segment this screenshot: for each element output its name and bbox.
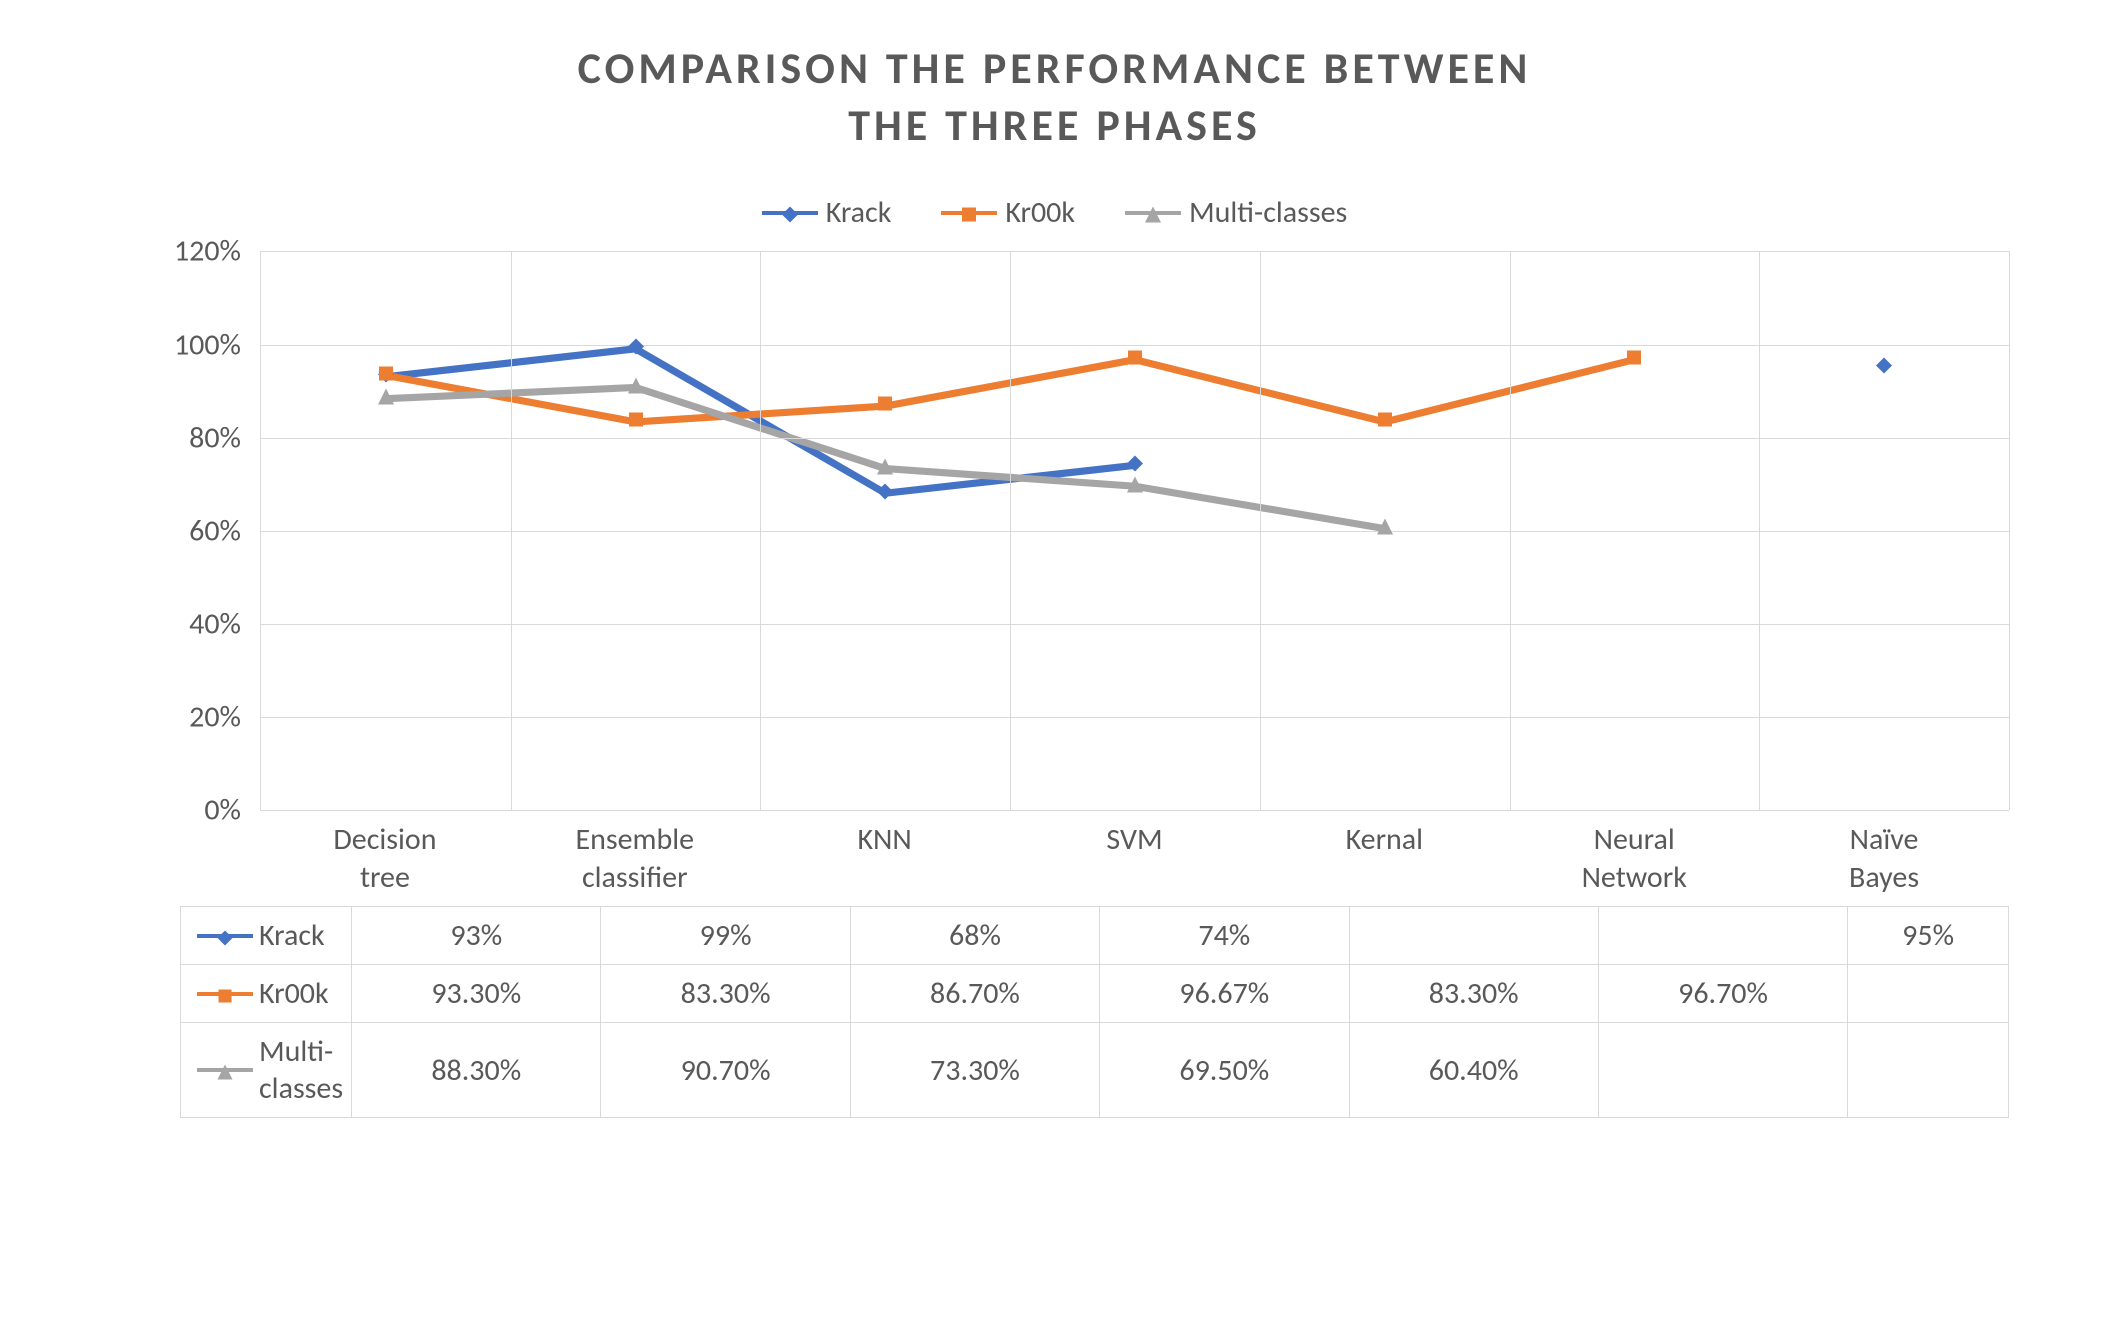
triangle-icon — [1145, 194, 1161, 231]
table-cell — [1349, 907, 1598, 965]
table-row: Krack 93%99%68%74% 95% — [181, 907, 2009, 965]
x-tick-label: NaïveBayes — [1759, 821, 2009, 896]
category-labels-row: DecisiontreeEnsembleclassifierKNNSVMKern… — [260, 811, 2009, 906]
y-tick-label: 0% — [204, 792, 261, 829]
square-icon — [877, 396, 893, 417]
title-line-1: COMPARISON THE PERFORMANCE BETWEEN — [578, 41, 1532, 95]
y-tick-label: 20% — [189, 699, 261, 736]
gridline — [261, 438, 2009, 439]
table-row: Kr00k93.30%83.30%86.70%96.67%83.30%96.70… — [181, 965, 2009, 1023]
table-cell: 74% — [1100, 907, 1349, 965]
table-cell — [1598, 1023, 1847, 1118]
gridline — [261, 531, 2009, 532]
square-icon — [628, 412, 644, 433]
vgridline — [511, 251, 512, 810]
legend-line — [941, 211, 997, 215]
row-header: Multi-classes — [181, 1023, 352, 1118]
triangle-icon — [218, 1052, 233, 1089]
triangle-icon — [1127, 476, 1143, 497]
square-icon — [961, 194, 977, 231]
table-cell: 69.50% — [1100, 1023, 1349, 1118]
table-cell: 99% — [601, 907, 850, 965]
row-header-line — [197, 992, 253, 996]
plot-area: 0%20%40%60%80%100%120% — [260, 251, 2009, 811]
diamond-icon — [782, 194, 798, 231]
legend-item-multi-classes: Multi-classes — [1125, 194, 1347, 231]
table-cell: 73.30% — [850, 1023, 1099, 1118]
row-header: Kr00k — [181, 965, 352, 1023]
table-cell: 93% — [352, 907, 601, 965]
legend-item-kr00k: Kr00k — [941, 194, 1075, 231]
table-row: Multi-classes88.30%90.70%73.30%69.50%60.… — [181, 1023, 2009, 1118]
table-cell: 60.40% — [1349, 1023, 1598, 1118]
square-icon — [1626, 349, 1642, 370]
table-cell: 86.70% — [850, 965, 1099, 1023]
row-header: Krack — [181, 907, 352, 965]
row-header-label: Multi-classes — [259, 1033, 343, 1107]
x-tick-label: Kernal — [1259, 821, 1509, 859]
table-cell — [1598, 907, 1847, 965]
x-tick-label: SVM — [1010, 821, 1260, 859]
row-header-line — [197, 1068, 253, 1072]
legend: Krack Kr00k Multi-classes — [60, 194, 2049, 231]
x-tick-label: KNN — [760, 821, 1010, 859]
chart-container: COMPARISON THE PERFORMANCE BETWEENTHE TH… — [0, 0, 2109, 1332]
gridline — [261, 624, 2009, 625]
row-header-line — [197, 934, 253, 938]
data-table: Krack93%99%68%74%95%Kr00k93.30%83.30%86.… — [180, 906, 2009, 1118]
table-cell: 93.30% — [352, 965, 601, 1023]
vgridline — [1510, 251, 1511, 810]
square-icon — [1127, 350, 1143, 371]
vgridline — [1010, 251, 1011, 810]
triangle-icon — [877, 458, 893, 479]
y-tick-label: 60% — [189, 512, 261, 549]
table-cell: 83.30% — [601, 965, 850, 1023]
title-line-2: THE THREE PHASES — [848, 98, 1261, 152]
vgridline — [760, 251, 761, 810]
chart-title: COMPARISON THE PERFORMANCE BETWEENTHE TH… — [60, 40, 2049, 154]
legend-line — [1125, 211, 1181, 215]
y-tick-label: 80% — [189, 419, 261, 456]
y-tick-label: 40% — [189, 606, 261, 643]
table-cell: 68% — [850, 907, 1099, 965]
triangle-icon — [628, 377, 644, 398]
row-header-label: Krack — [259, 917, 325, 954]
vgridline — [1759, 251, 1760, 810]
legend-label: Krack — [826, 194, 892, 231]
gridline — [261, 345, 2009, 346]
legend-label: Kr00k — [1005, 194, 1075, 231]
gridline — [261, 717, 2009, 718]
triangle-icon — [378, 389, 394, 410]
table-cell — [1848, 1023, 2009, 1118]
diamond-icon — [1876, 357, 1892, 378]
table-cell: 96.70% — [1598, 965, 1847, 1023]
x-tick-label: Decisiontree — [260, 821, 510, 896]
table-cell: 96.67% — [1100, 965, 1349, 1023]
square-icon — [378, 365, 394, 386]
x-tick-label: Ensembleclassifier — [510, 821, 760, 896]
legend-label: Multi-classes — [1189, 194, 1347, 231]
vgridline — [2009, 251, 2010, 810]
diamond-icon — [877, 483, 893, 504]
gridline — [261, 251, 2009, 252]
y-tick-label: 120% — [174, 233, 261, 270]
table-cell: 88.30% — [352, 1023, 601, 1118]
table-cell: 90.70% — [601, 1023, 850, 1118]
square-icon — [1377, 412, 1393, 433]
diamond-icon — [218, 917, 233, 954]
x-tick-label: NeuralNetwork — [1509, 821, 1759, 896]
legend-item-krack: Krack — [762, 194, 892, 231]
y-tick-label: 100% — [174, 326, 261, 363]
legend-line — [762, 211, 818, 215]
table-cell: 95% — [1848, 907, 2009, 965]
table-cell — [1848, 965, 2009, 1023]
diamond-icon — [628, 339, 644, 360]
triangle-icon — [1377, 519, 1393, 540]
square-icon — [218, 975, 233, 1012]
vgridline — [1260, 251, 1261, 810]
table-cell: 83.30% — [1349, 965, 1598, 1023]
row-header-label: Kr00k — [259, 975, 329, 1012]
diamond-icon — [1127, 455, 1143, 476]
